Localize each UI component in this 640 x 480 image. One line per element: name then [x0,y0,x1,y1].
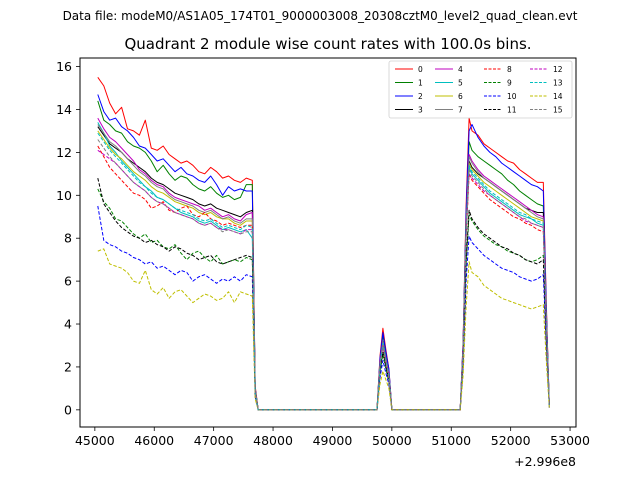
series-line-8 [97,145,550,411]
y-tick-label: 12 [56,145,72,160]
y-tick-label: 0 [64,402,72,417]
legend-label-15: 15 [553,105,563,114]
legend-label-2: 2 [418,92,423,101]
y-tick-label: 2 [64,359,72,374]
y-tick-label: 14 [56,102,72,117]
legend-label-5: 5 [458,78,463,87]
series-line-10 [97,205,550,411]
x-axis: 45000 46000 47000 48000 49000 50000 51000 52000… [75,427,590,448]
legend-label-10: 10 [507,92,517,101]
legend-label-13: 13 [553,78,563,87]
series-line-15 [97,139,550,411]
legend-label-4: 4 [458,65,463,74]
series-group [97,77,550,411]
legend-label-0: 0 [418,65,423,74]
legend-label-8: 8 [507,65,512,74]
x-tick-label: 48000 [253,433,293,448]
y-tick-label: 6 [64,274,72,289]
legend-label-9: 9 [507,78,512,87]
legend-label-12: 12 [553,65,563,74]
x-tick-label: 46000 [134,433,174,448]
x-tick-label: 50000 [372,433,412,448]
legend-label-1: 1 [418,78,423,87]
x-tick-label: 53000 [550,433,590,448]
y-tick-label: 16 [56,59,72,74]
legend-label-3: 3 [418,105,423,114]
x-offset-label: +2.996e8 [514,454,576,469]
x-tick-label: 47000 [194,433,234,448]
y-tick-label: 8 [64,231,72,246]
plot-area: 45000 46000 47000 48000 49000 50000 51000 52000… [56,57,590,469]
y-axis: 0 2 4 6 8 10 12 14 16 [56,59,80,417]
legend-label-14: 14 [553,92,563,101]
legend-box [388,60,573,119]
legend-label-7: 7 [458,105,463,114]
axes-border [79,57,577,428]
x-tick-label: 52000 [491,433,531,448]
suptitle: Data file: modeM0/AS1A05_174T01_90000030… [63,9,578,23]
x-tick-label: 51000 [431,433,471,448]
chart-title: Quadrant 2 module wise count rates with … [124,35,531,53]
legend-label-11: 11 [507,105,517,114]
x-tick-label: 49000 [313,433,353,448]
y-tick-label: 10 [56,188,72,203]
legend-label-6: 6 [458,92,463,101]
x-tick-label: 45000 [75,433,115,448]
y-tick-label: 4 [64,317,72,332]
